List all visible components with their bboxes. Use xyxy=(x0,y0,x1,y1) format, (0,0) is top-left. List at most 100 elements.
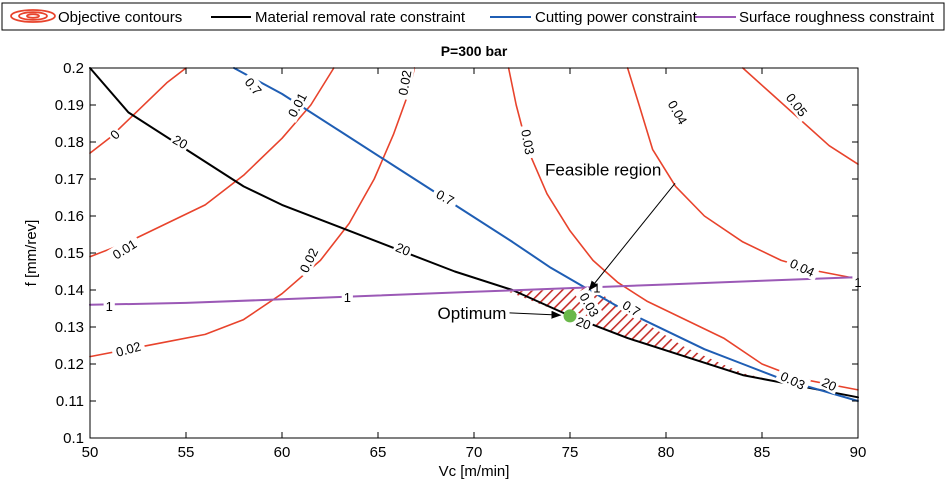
y-tick-label-9: 0.19 xyxy=(55,97,84,114)
y-tick-label-0: 0.1 xyxy=(63,430,84,447)
contour-label-text: 0.03 xyxy=(518,128,537,156)
contour-label-text: 1 xyxy=(106,299,113,314)
feasible-region-layer xyxy=(508,288,791,385)
contour-label-bg xyxy=(780,87,814,123)
x-tick-label-6: 80 xyxy=(658,444,675,461)
x-tick-label-3: 65 xyxy=(370,444,387,461)
x-tick-label-2: 60 xyxy=(274,444,291,461)
legend-label-roughness: Surface roughness constraint xyxy=(739,9,935,26)
contour-label-bg xyxy=(391,238,415,260)
contour-label-10: 0.01 xyxy=(106,233,143,264)
contour-label-8: 0.7 xyxy=(430,184,461,210)
x-tick-label-5: 75 xyxy=(562,444,579,461)
legend-contour-symbol-mid xyxy=(18,11,48,21)
x-tick-label-1: 55 xyxy=(178,444,195,461)
contour-label-7: 20 xyxy=(168,130,193,153)
contour-label-text: 0.02 xyxy=(114,339,142,360)
contour-label-bg xyxy=(616,294,647,322)
legend-item-power: Cutting power constraint xyxy=(490,9,698,26)
contour-label-text: 1 xyxy=(344,290,351,305)
y-tick-label-10: 0.2 xyxy=(63,60,84,77)
contour-label-17: 1 xyxy=(591,280,603,296)
roughness-line-8 xyxy=(89,276,859,306)
contour-label-2: 0.02 xyxy=(394,65,415,101)
contour-label-bg xyxy=(774,366,811,394)
legend-label-power: Cutting power constraint xyxy=(535,9,698,26)
annotations-layer: Feasible region Optimum xyxy=(438,160,676,323)
contour-label-0: 0.7 xyxy=(239,71,268,101)
contour-label-5: 0.05 xyxy=(780,87,814,123)
x-tick-label-8: 90 xyxy=(850,444,867,461)
contour-label-bg xyxy=(574,286,605,323)
chart-title: P=300 bar xyxy=(441,43,508,59)
contour-label-bg xyxy=(430,184,461,210)
contour-labels-layer: 0.7 0.01 0.02 0.03 0.04 0.05 0 20 0.7 20 0.01 0.02 0… xyxy=(103,65,864,395)
x-tick-label-7: 85 xyxy=(754,444,771,461)
y-tick-label-1: 0.11 xyxy=(56,393,84,410)
legend-box xyxy=(1,2,945,31)
x-tick-label-4: 70 xyxy=(466,444,483,461)
contour-label-text: 0.7 xyxy=(434,187,457,209)
contour-label-bg xyxy=(817,373,841,395)
contour-label-16: 0.02 xyxy=(110,337,147,361)
contour-label-text: 0.02 xyxy=(395,69,414,97)
contour-label-bg xyxy=(168,130,193,153)
legend-item-objective: Objective contours xyxy=(10,9,182,26)
legend-contour-symbol-inner xyxy=(26,13,40,19)
contour-label-bg xyxy=(294,242,323,279)
y-tick-label-7: 0.17 xyxy=(55,171,84,188)
contour-label-14: 1 xyxy=(103,298,115,314)
legend-item-mrr: Material removal rate constraint xyxy=(211,9,466,26)
contour-label-20: 20 xyxy=(572,312,595,334)
objective-line-2 xyxy=(89,67,416,358)
contour-label-9: 20 xyxy=(391,238,415,260)
contour-label-text: 20 xyxy=(574,314,593,333)
y-tick-label-3: 0.13 xyxy=(55,319,84,336)
contour-label-bg xyxy=(103,298,115,314)
objective-line-4 xyxy=(626,67,859,280)
annotation-feasible-region: Feasible region xyxy=(545,160,661,179)
y-tick-label-5: 0.15 xyxy=(55,245,84,262)
contour-label-3: 0.03 xyxy=(518,124,539,160)
feasible-region xyxy=(508,288,791,385)
plot-frame xyxy=(89,67,859,439)
y-tick-label-8: 0.18 xyxy=(55,134,84,151)
contour-label-bg xyxy=(105,124,124,144)
contour-label-bg xyxy=(394,65,415,101)
optimum-point xyxy=(563,309,577,323)
objective-line-0 xyxy=(89,67,187,154)
x-tick-label-0: 50 xyxy=(82,444,99,461)
legend: Objective contours Material removal rate… xyxy=(1,2,945,31)
legend-contour-symbol-outer xyxy=(10,9,56,23)
y-axis-label: f [mm/rev] xyxy=(23,220,40,287)
contour-label-bg xyxy=(282,86,312,123)
y-tick-label-6: 0.16 xyxy=(55,208,84,225)
contour-label-bg xyxy=(784,253,821,282)
contour-label-bg xyxy=(106,233,143,264)
contour-label-bg xyxy=(518,124,539,160)
legend-item-roughness: Surface roughness constraint xyxy=(695,9,935,26)
legend-label-objective: Objective contours xyxy=(58,9,182,26)
contour-label-11: 0.02 xyxy=(294,242,323,279)
ticks-layer: 50 55 60 65 70 75 80 85 90 0.1 0.11 0.12 0.13 0.14 0.1… xyxy=(55,60,867,461)
contour-label-4: 0.04 xyxy=(663,94,693,131)
y-tick-label-2: 0.12 xyxy=(55,356,84,373)
contour-label-21: 0.03 xyxy=(774,366,811,394)
contour-label-text: 20 xyxy=(393,240,412,259)
contour-label-text: 20 xyxy=(170,132,190,152)
legend-label-mrr: Material removal rate constraint xyxy=(255,9,466,26)
plot-area: 0.7 0.01 0.02 0.03 0.04 0.05 0 20 0.7 20 0.01 0.02 0… xyxy=(55,60,867,461)
contour-label-bg xyxy=(341,289,353,305)
contour-label-15: 1 xyxy=(341,289,353,305)
contour-label-bg xyxy=(572,312,595,334)
series-layer xyxy=(89,67,859,402)
contour-label-text: 20 xyxy=(819,375,838,395)
contour-label-12: 0.04 xyxy=(784,253,821,282)
contour-label-1: 0.01 xyxy=(282,86,312,123)
contour-label-bg xyxy=(110,337,147,361)
power-line-7 xyxy=(233,67,859,402)
contour-label-6: 0 xyxy=(105,124,124,144)
arrow-optimum xyxy=(509,310,562,319)
mrr-line-6 xyxy=(89,67,859,399)
